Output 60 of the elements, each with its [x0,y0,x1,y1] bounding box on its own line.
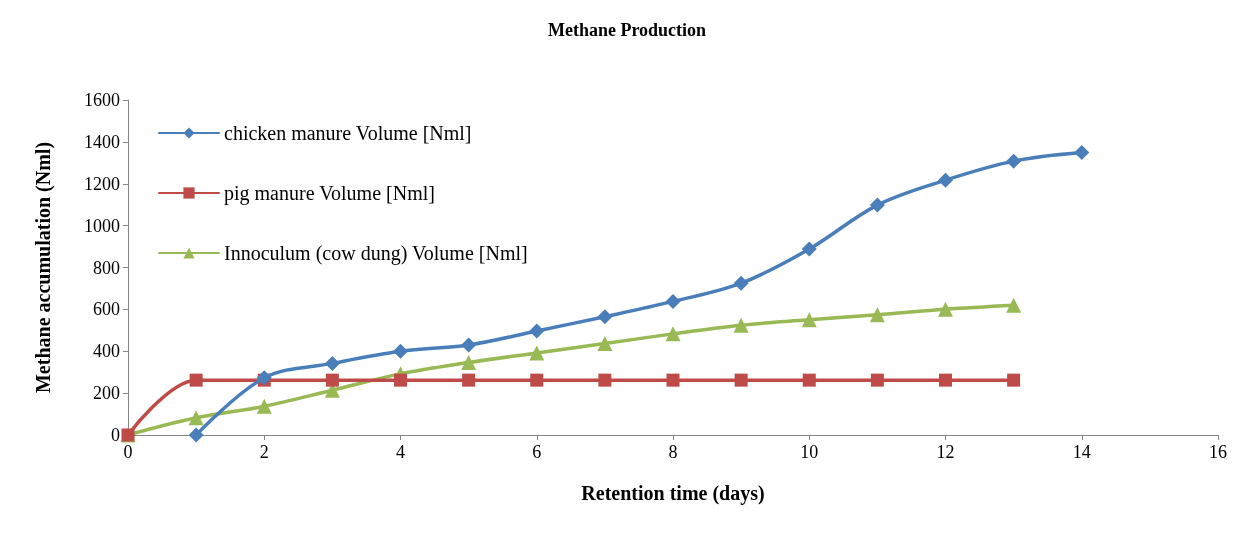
point [1006,153,1022,169]
legend-label: pig manure Volume [Nml] [224,182,435,205]
point [938,172,953,188]
x-tick-label: 0 [123,442,133,462]
y-tick-label: 1400 [84,131,120,152]
y-axis-title: Methane accumulation (Nml) [32,141,55,394]
point [188,427,204,443]
point [462,373,476,387]
point [188,410,204,426]
point [666,373,680,387]
legend-label: chicken manure Volume [Nml] [224,122,472,144]
point [393,343,408,359]
point [461,355,477,371]
chart-title: Methane Production [547,20,707,40]
point [394,373,407,387]
point [256,398,272,414]
point [733,275,749,291]
x-tick-label: 12 [936,442,955,462]
point [597,336,613,351]
x-tick-label: 4 [396,442,405,462]
point [597,309,613,325]
x-tick-label: 2 [259,442,269,462]
point [802,373,816,387]
point [189,373,203,387]
point [870,373,884,387]
x-axis-title: Retention time (days) [581,482,765,505]
x-tick-label: 10 [800,442,819,462]
y-tick-label: 800 [93,257,120,278]
point [1074,145,1090,161]
y-tick-label: 1200 [84,173,120,194]
point [869,307,885,323]
y-tick-label: 0 [111,425,120,445]
point [938,301,953,317]
y-tick-label: 200 [93,383,120,404]
legend-label: Innoculum (cow dung) Volume [Nml] [224,242,528,265]
point [325,373,339,387]
x-tick-label: 8 [668,442,678,462]
point [324,355,340,371]
x-tick-label: 16 [1209,442,1227,462]
point [461,337,477,353]
point [529,345,545,361]
point [1006,297,1022,313]
y-tick-label: 1000 [84,215,120,236]
point [530,373,544,387]
point [665,326,681,342]
point [801,241,817,257]
point [801,312,817,328]
point [939,373,952,387]
point [665,293,681,309]
point [1007,373,1021,387]
x-tick-label: 6 [532,442,542,462]
x-tick-label: 14 [1072,442,1091,462]
point [869,197,885,213]
point [733,317,749,333]
point [598,373,612,387]
point [734,373,748,387]
y-tick-label: 600 [93,299,120,320]
y-tick-label: 1600 [84,90,120,110]
y-tick-label: 400 [93,341,120,362]
point [529,323,545,339]
